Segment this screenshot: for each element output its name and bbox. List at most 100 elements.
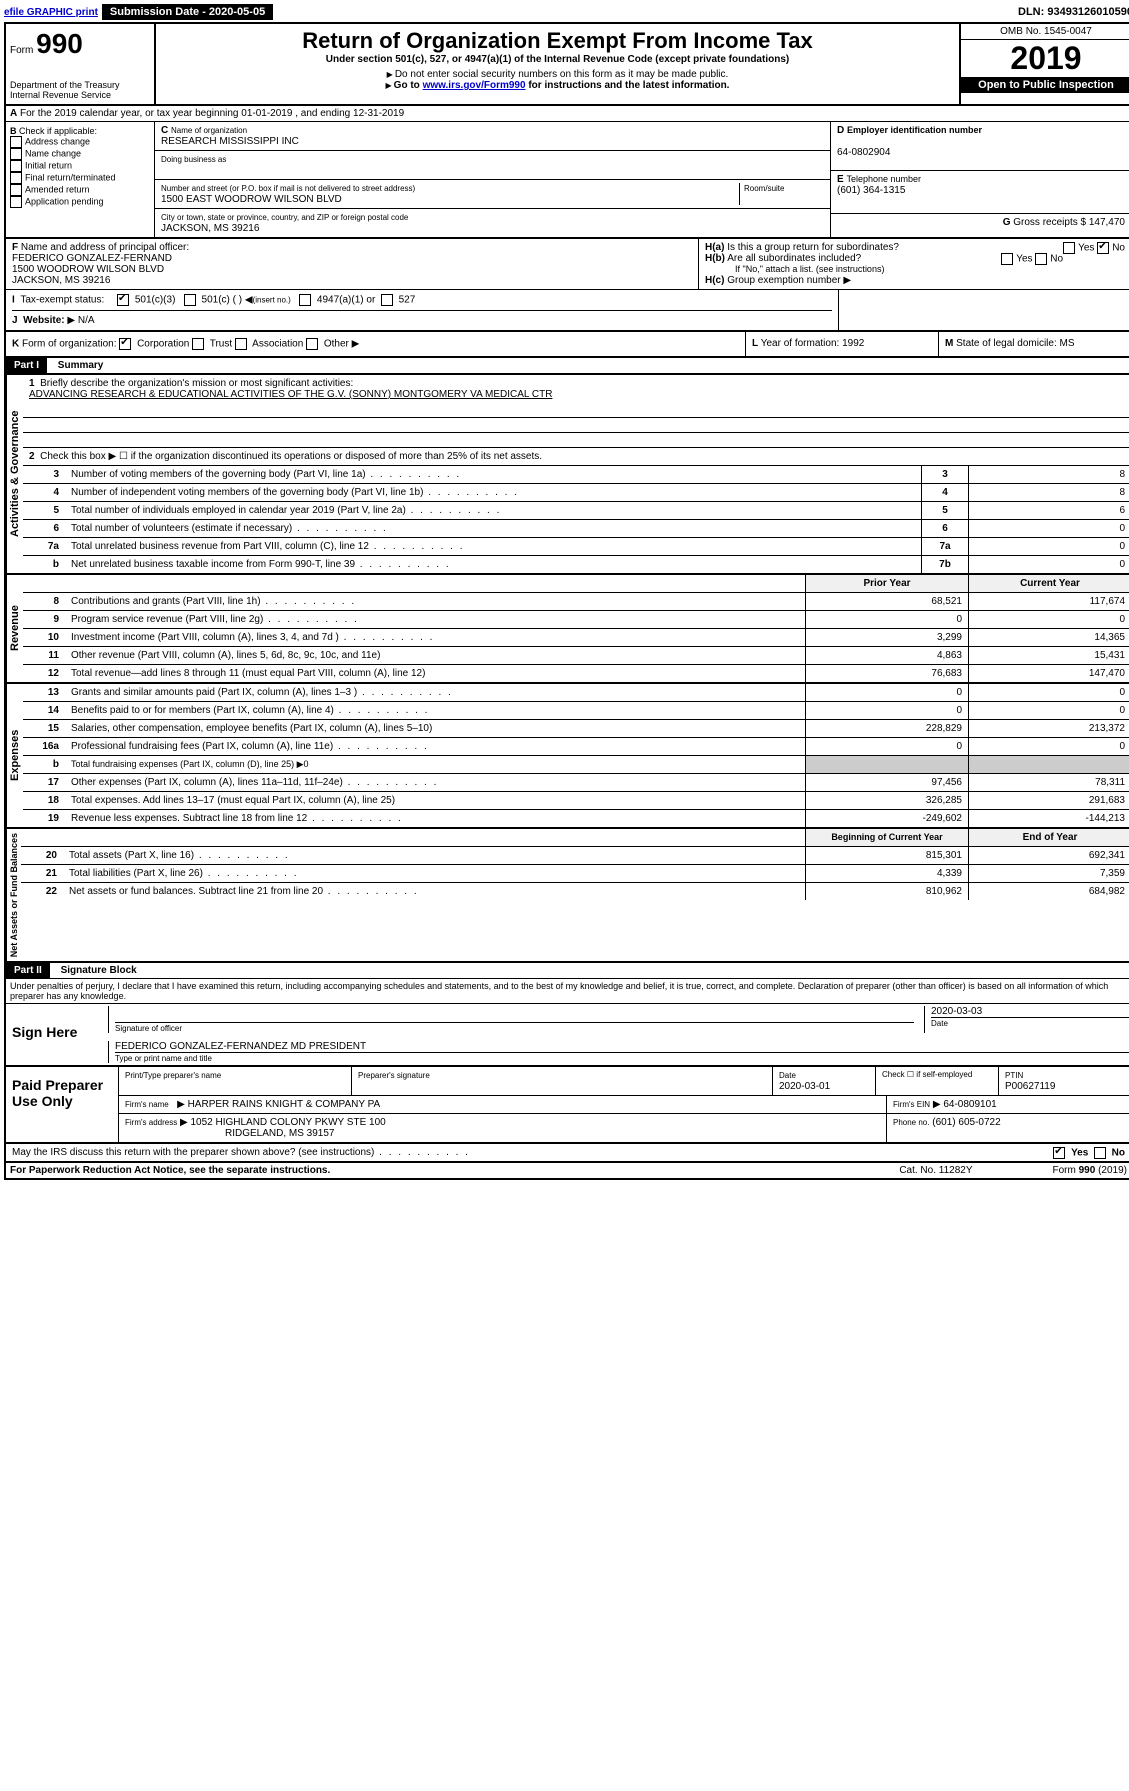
row-f-h: F Name and address of principal officer:… <box>6 239 1129 290</box>
val-8p: 68,521 <box>805 593 968 610</box>
submission-date: Submission Date - 2020-05-05 <box>102 4 273 20</box>
prep-date: 2020-03-01 <box>779 1081 830 1092</box>
section-net-assets: Net Assets or Fund Balances Beginning of… <box>6 829 1129 963</box>
declaration: Under penalties of perjury, I declare th… <box>6 979 1129 1004</box>
chk-corp[interactable] <box>119 338 131 350</box>
val-13c: 0 <box>968 684 1129 701</box>
chk-trust[interactable] <box>192 338 204 350</box>
tab-governance: Activities & Governance <box>6 375 23 573</box>
omb-number: OMB No. 1545-0047 <box>961 24 1129 40</box>
section-b-g: B Check if applicable: Address change Na… <box>6 122 1129 239</box>
efile-link[interactable]: efile GRAPHIC print <box>4 7 98 18</box>
val-19p: -249,602 <box>805 810 968 827</box>
chk-final[interactable] <box>10 172 22 184</box>
val-20c: 692,341 <box>968 847 1129 864</box>
sign-section: Sign Here Signature of officer 2020-03-0… <box>6 1004 1129 1067</box>
form-header: Form 990 Department of the Treasury Inte… <box>6 24 1129 106</box>
val-14c: 0 <box>968 702 1129 719</box>
paid-preparer-section: Paid Preparer Use Only Print/Type prepar… <box>6 1067 1129 1144</box>
section-revenue: Revenue Prior YearCurrent Year 8Contribu… <box>6 575 1129 684</box>
tab-expenses: Expenses <box>6 684 23 827</box>
mission-text: ADVANCING RESEARCH & EDUCATIONAL ACTIVIT… <box>29 389 552 400</box>
discuss-row: May the IRS discuss this return with the… <box>6 1144 1129 1163</box>
val-10c: 14,365 <box>968 629 1129 646</box>
firm-ein: 64-0809101 <box>943 1099 996 1110</box>
officer-print-name: FEDERICO GONZALEZ-FERNANDEZ MD PRESIDENT <box>115 1041 1129 1052</box>
val-21p: 4,339 <box>805 865 968 882</box>
firm-phone: (601) 605-0722 <box>932 1117 1000 1128</box>
val-18p: 326,285 <box>805 792 968 809</box>
val-5: 6 <box>968 502 1129 519</box>
chk-pending[interactable] <box>10 196 22 208</box>
val-13p: 0 <box>805 684 968 701</box>
val-19c: -144,213 <box>968 810 1129 827</box>
chk-discuss-no[interactable] <box>1094 1147 1106 1159</box>
section-governance: Activities & Governance 1 Briefly descri… <box>6 375 1129 575</box>
chk-name[interactable] <box>10 148 22 160</box>
chk-527[interactable] <box>381 294 393 306</box>
chk-initial[interactable] <box>10 160 22 172</box>
val-22p: 810,962 <box>805 883 968 900</box>
form-word: Form <box>10 45 33 56</box>
tab-net-assets: Net Assets or Fund Balances <box>6 829 21 961</box>
cat-no: Cat. No. 11282Y <box>899 1165 972 1176</box>
chk-discuss-yes[interactable] <box>1053 1147 1065 1159</box>
form-footer: For Paperwork Reduction Act Notice, see … <box>6 1163 1129 1178</box>
val-8c: 117,674 <box>968 593 1129 610</box>
val-6: 0 <box>968 520 1129 537</box>
row-i-j: I Tax-exempt status: 501(c)(3) 501(c) ( … <box>6 290 1129 332</box>
note-ssn: Do not enter social security numbers on … <box>395 69 728 80</box>
dept-label: Department of the Treasury Internal Reve… <box>10 80 150 100</box>
chk-amended[interactable] <box>10 184 22 196</box>
chk-other[interactable] <box>306 338 318 350</box>
state-domicile: MS <box>1060 338 1075 349</box>
chk-hb-no[interactable] <box>1035 253 1047 265</box>
tab-revenue: Revenue <box>6 575 23 682</box>
ptin: P00627119 <box>1005 1081 1055 1092</box>
val-17p: 97,456 <box>805 774 968 791</box>
chk-501c3[interactable] <box>117 294 129 306</box>
firm-name: HARPER RAINS KNIGHT & COMPANY PA <box>188 1099 381 1110</box>
chk-ha-no[interactable] <box>1097 242 1109 254</box>
val-12p: 76,683 <box>805 665 968 682</box>
form-title: Return of Organization Exempt From Incom… <box>160 28 955 54</box>
val-7a: 0 <box>968 538 1129 555</box>
row-a-period: A For the 2019 calendar year, or tax yea… <box>6 106 1129 122</box>
part2-header: Part II Signature Block <box>6 963 1129 979</box>
chk-hb-yes[interactable] <box>1001 253 1013 265</box>
val-15p: 228,829 <box>805 720 968 737</box>
val-18c: 291,683 <box>968 792 1129 809</box>
phone: (601) 364-1315 <box>837 185 905 196</box>
org-address: 1500 EAST WOODROW WILSON BLVD <box>161 194 342 205</box>
chk-ha-yes[interactable] <box>1063 242 1075 254</box>
val-9c: 0 <box>968 611 1129 628</box>
ein: 64-0802904 <box>837 147 890 158</box>
form-ref: Form 990 (2019) <box>1053 1165 1127 1176</box>
val-21c: 7,359 <box>968 865 1129 882</box>
tax-year: 2019 <box>961 40 1129 77</box>
val-11p: 4,863 <box>805 647 968 664</box>
instructions-link[interactable]: www.irs.gov/Form990 <box>423 80 526 91</box>
chk-4947[interactable] <box>299 294 311 306</box>
val-7b: 0 <box>968 556 1129 573</box>
val-3: 8 <box>968 466 1129 483</box>
val-11c: 15,431 <box>968 647 1129 664</box>
val-16ap: 0 <box>805 738 968 755</box>
val-16ac: 0 <box>968 738 1129 755</box>
chk-501c[interactable] <box>184 294 196 306</box>
sign-date: 2020-03-03 <box>931 1006 1129 1017</box>
col-d-ein: D Employer identification number 64-0802… <box>830 122 1129 237</box>
row-k: K Form of organization: Corporation Trus… <box>6 332 1129 358</box>
part1-header: Part I Summary <box>6 358 1129 375</box>
chk-assoc[interactable] <box>235 338 247 350</box>
chk-address[interactable] <box>10 136 22 148</box>
dln: DLN: 93493126010590 <box>1018 6 1129 18</box>
gross-receipts: Gross receipts $ 147,470 <box>1013 217 1125 228</box>
open-inspection: Open to Public Inspection <box>961 77 1129 93</box>
val-4: 8 <box>968 484 1129 501</box>
website: N/A <box>78 315 95 326</box>
form-subtitle: Under section 501(c), 527, or 4947(a)(1)… <box>160 54 955 65</box>
val-9p: 0 <box>805 611 968 628</box>
val-22c: 684,982 <box>968 883 1129 900</box>
org-name: RESEARCH MISSISSIPPI INC <box>161 136 299 147</box>
